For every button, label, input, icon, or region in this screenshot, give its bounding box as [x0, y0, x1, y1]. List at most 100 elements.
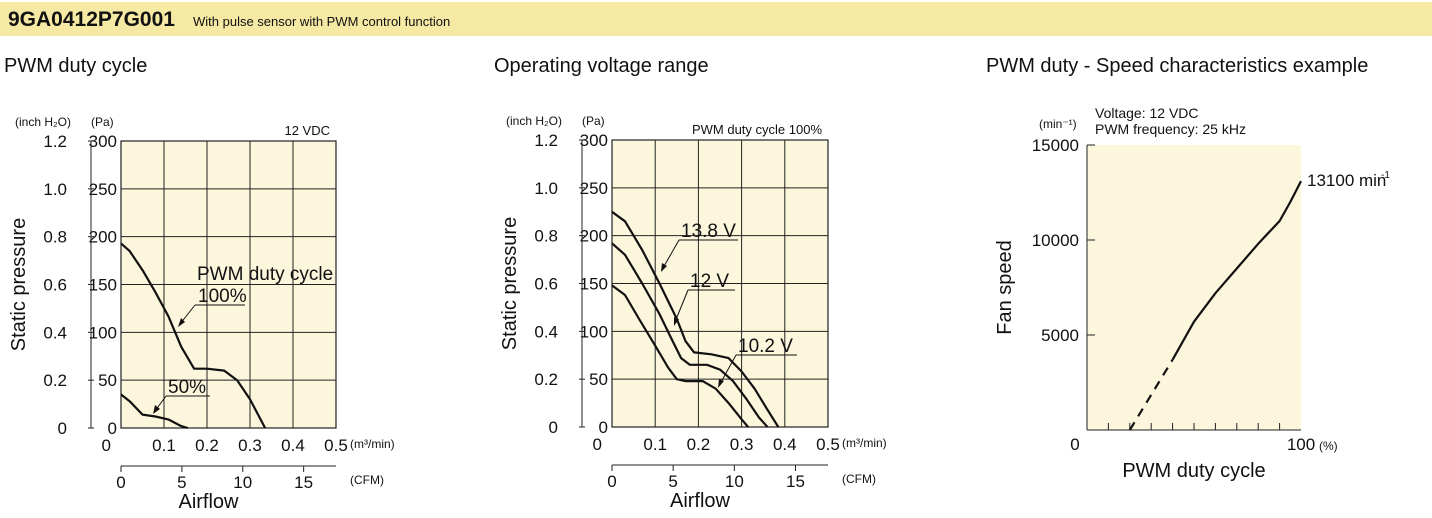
chart2-x-unit-cfm: (CFM) — [842, 472, 876, 486]
chart2-y-tick-inch: 0 — [549, 418, 558, 437]
chart2-condition-label: PWM duty cycle 100% — [692, 122, 822, 137]
chart2-series-line-0 — [611, 210, 780, 428]
chart2-y-tick-inch: 0.8 — [534, 227, 558, 246]
chart1-plot-frame — [120, 140, 337, 429]
chart2-arrowhead-13-8v — [661, 263, 667, 272]
chart2-x-tick-m3: 0 — [593, 435, 602, 454]
chart2-leader-10-2v — [719, 354, 737, 385]
chart2-y-axis-label: Static pressure — [499, 217, 521, 350]
chart1-y-tick-inch: 0.6 — [43, 276, 67, 295]
chart2-y-tick-pa: 150 — [580, 275, 608, 294]
chart1-y-tick-pa: 100 — [89, 323, 117, 342]
chart1-series-line-1 — [120, 393, 189, 430]
chart1-arrowhead-50 — [153, 405, 160, 414]
chart3-section-title: PWM duty - Speed characteristics example — [986, 55, 1369, 77]
chart1-y-tick-pa: 250 — [89, 180, 117, 199]
chart2-series-line-1 — [611, 242, 769, 428]
chart2-arrowhead-10-2v — [718, 379, 724, 388]
chart1-y-tick-pa: 50 — [98, 371, 117, 390]
chart2-x-tick-m3: 0.2 — [687, 435, 711, 454]
chart1-x-tick-m3: 0.3 — [238, 436, 262, 455]
chart2-y-tick-pa: 250 — [580, 179, 608, 198]
chart2-y-tick-pa: 200 — [580, 227, 608, 246]
chart2-x-tick-m3: 0.4 — [773, 435, 797, 454]
chart1-y-tick-inch: 0 — [58, 419, 67, 438]
model-description: With pulse sensor with PWM control funct… — [193, 14, 451, 29]
chart1-y-tick-inch: 0.2 — [43, 371, 67, 390]
chart3-y-unit: (min⁻¹) — [1039, 117, 1077, 131]
chart2-leader-12v — [674, 289, 689, 323]
chart1-y-tick-inch: 0.4 — [43, 323, 67, 342]
chart1-y-tick-pa: 150 — [89, 276, 117, 295]
chart2-y-tick-inch: 0.4 — [534, 322, 558, 341]
chart1-section-title: PWM duty cycle — [4, 55, 148, 77]
chart2-x-axis-label: Airflow — [670, 490, 731, 512]
chart1-x-unit-cfm: (CFM) — [350, 473, 384, 487]
chart3-series-line-dashed — [1128, 359, 1174, 431]
header-bar: 9GA0412P7G001 With pulse sensor with PWM… — [0, 2, 1432, 36]
chart1-x-unit-m3: (m³/min) — [350, 437, 395, 451]
chart2-y-tick-pa: 300 — [580, 131, 608, 150]
chart2-y-tick-pa: 0 — [599, 418, 608, 437]
chart2-x-tick-m3: 0.5 — [816, 435, 840, 454]
chart2-section-title: Operating voltage range — [494, 55, 709, 77]
chart1-label-pwm-duty-cycle: PWM duty cycle — [197, 264, 333, 285]
chart2-x-tick-cfm: 5 — [668, 472, 677, 491]
chart1-arrowhead-100 — [178, 318, 185, 327]
chart2-y-tick-inch: 0.6 — [534, 275, 558, 294]
chart1-y-tick-pa: 0 — [108, 419, 117, 438]
chart2-y-tick-pa: 50 — [589, 370, 608, 389]
chart2-y-tick-inch: 0.2 — [534, 370, 558, 389]
chart3-end-value-superscript: -1 — [1381, 170, 1390, 181]
chart2-y-unit-inch: (inch H₂O) — [506, 114, 562, 128]
chart2-y-unit-pa: (Pa) — [582, 114, 605, 128]
chart1-label-100: 100% — [198, 286, 247, 307]
chart3-y-tick-label: 15000 — [1032, 136, 1079, 155]
chart3-x-unit: (%) — [1319, 439, 1338, 453]
chart1-x-tick-cfm: 15 — [294, 473, 313, 492]
chart1-y-tick-inch: 0.8 — [43, 228, 67, 247]
chart2-x-tick-m3: 0.3 — [730, 435, 754, 454]
chart1-x-tick-m3: 0.4 — [281, 436, 305, 455]
chart1-x-tick-cfm: 5 — [177, 473, 186, 492]
chart3-end-value-label: 13100 min — [1307, 171, 1386, 190]
model-number: 9GA0412P7G001 — [8, 8, 175, 31]
chart2-label-12v: 12 V — [690, 271, 729, 292]
chart1-x-tick-m3: 0.2 — [195, 436, 219, 455]
chart2-arrowhead-12v — [674, 317, 679, 326]
chart2-x-unit-m3: (m³/min) — [842, 436, 887, 450]
chart1-x-tick-m3: 0.1 — [152, 436, 176, 455]
chart2-x-tick-cfm: 10 — [725, 472, 744, 491]
chart3-y-axis-label: Fan speed — [994, 240, 1016, 335]
chart3-series-line-solid — [1171, 180, 1302, 361]
chart2-label-10-2v: 10.2 V — [738, 336, 793, 357]
chart1-y-tick-inch: 1.0 — [43, 180, 67, 199]
chart2-y-tick-pa: 100 — [580, 322, 608, 341]
chart1-x-tick-m3: 0 — [102, 436, 111, 455]
chart1-y-axis-label: Static pressure — [8, 218, 30, 351]
chart3-x-tick-label-100: 100 — [1287, 435, 1315, 454]
chart1-x-tick-cfm: 0 — [116, 473, 125, 492]
chart3-condition-line-1: PWM frequency: 25 kHz — [1095, 121, 1246, 137]
chart1-y-tick-inch: 1.2 — [43, 132, 67, 151]
chart2-series-line-2 — [611, 284, 749, 428]
chart2-leader-13-8v — [662, 239, 680, 269]
chart1-y-tick-pa: 200 — [89, 228, 117, 247]
chart2-x-tick-cfm: 15 — [786, 472, 805, 491]
chart2-plot-frame — [611, 139, 829, 428]
chart1-x-axis-label: Airflow — [178, 491, 239, 513]
chart1-condition-label: 12 VDC — [284, 123, 330, 138]
chart2-y-tick-inch: 1.0 — [534, 179, 558, 198]
chart1-x-tick-m3: 0.5 — [324, 436, 348, 455]
chart3-plot-area — [1087, 145, 1301, 430]
chart3-condition-line-0: Voltage: 12 VDC — [1095, 105, 1199, 121]
chart1-label-50: 50% — [168, 377, 206, 398]
chart1-y-unit-pa: (Pa) — [91, 115, 114, 129]
chart1-y-tick-pa: 300 — [89, 132, 117, 151]
chart3-x-tick-label-0: 0 — [1070, 435, 1079, 454]
chart2-label-13-8v: 13.8 V — [681, 221, 736, 242]
chart2-y-tick-inch: 1.2 — [534, 131, 558, 150]
chart1-y-unit-inch: (inch H₂O) — [15, 115, 71, 129]
chart1-x-tick-cfm: 10 — [233, 473, 252, 492]
